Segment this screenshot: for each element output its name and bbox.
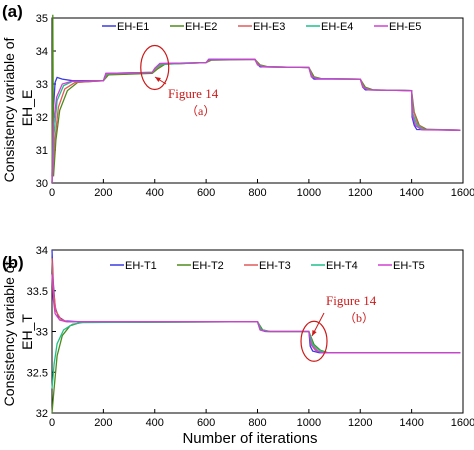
annotation-sublabel: （b） xyxy=(344,311,374,325)
panel-a-ylabel: Consistency variable of EH_E xyxy=(1,34,35,183)
annotation-arrow-head xyxy=(312,330,317,336)
legend-entry: EH-E1 xyxy=(117,21,149,33)
y-tick-label: 31 xyxy=(36,145,48,157)
legend-entry: EH-T4 xyxy=(326,260,358,272)
x-tick-label: 1600 xyxy=(451,187,474,199)
x-tick-label: 600 xyxy=(197,187,215,199)
legend-entry: EH-T2 xyxy=(192,260,224,272)
annotation-circle xyxy=(300,320,328,362)
panel-b: (b) Consistency variable of EH_T 0 200 400… xyxy=(1,245,474,429)
panel-b-plot-area xyxy=(51,249,464,414)
x-axis-label: Number of iterations xyxy=(182,430,317,447)
panel-a-series xyxy=(51,14,461,184)
y-tick-label: 32 xyxy=(36,408,48,420)
panel-a-axes: 0 200 400 600 800 1000 1200 1400 1600 30 31 32 33 34 3… xyxy=(36,13,474,199)
panel-b-annotation: Figure 14 （b） xyxy=(300,293,377,362)
legend-entry: EH-E5 xyxy=(389,21,421,33)
x-tick-label: 800 xyxy=(248,187,266,199)
x-tick-label: 1000 xyxy=(297,187,321,199)
panel-b-ylabel: Consistency variable of EH_T xyxy=(1,258,35,407)
series-line-eh-e5 xyxy=(51,58,461,184)
x-tick-label: 1000 xyxy=(297,417,321,429)
series-line-eh-e1 xyxy=(51,58,461,177)
y-tick-label: 33 xyxy=(36,79,48,91)
x-tick-label: 1400 xyxy=(399,417,423,429)
annotation-arrow-head xyxy=(155,77,161,82)
panel-a-label: (a) xyxy=(2,2,23,21)
x-tick-label: 1200 xyxy=(348,417,372,429)
legend-entry: EH-T1 xyxy=(125,260,157,272)
y-tick-label: 34 xyxy=(36,46,48,58)
annotation-label: Figure 14 xyxy=(168,86,219,101)
series-line-eh-t5 xyxy=(51,274,461,354)
x-tick-label: 200 xyxy=(94,417,112,429)
x-tick-label: 1200 xyxy=(348,187,372,199)
panel-b-series xyxy=(51,249,461,414)
panel-a: (a) Consistency variable of EH_E 0 200 400… xyxy=(1,2,474,199)
y-tick-label: 32 xyxy=(36,112,48,124)
annotation-sublabel: （a） xyxy=(186,104,215,118)
annotation-label: Figure 14 xyxy=(326,293,377,308)
x-tick-label: 400 xyxy=(146,417,164,429)
x-tick-label: 1400 xyxy=(399,187,423,199)
y-tick-label: 30 xyxy=(36,178,48,190)
x-tick-label: 1600 xyxy=(451,417,474,429)
annotation-circle xyxy=(140,44,170,91)
panel-a-annotation: Figure 14 （a） xyxy=(140,44,219,118)
panel-a-legend: EH-E1 EH-E2 EH-E3 EH-E4 EH-E5 xyxy=(102,21,421,33)
y-tick-label: 32.5 xyxy=(27,367,48,379)
x-tick-label: 200 xyxy=(94,187,112,199)
x-tick-label: 600 xyxy=(197,417,215,429)
panel-b-axes: 0 200 400 600 800 1000 1200 1400 1600 32 32.5 33 33.… xyxy=(27,245,474,429)
series-line-eh-e4 xyxy=(51,58,461,184)
legend-entry: EH-E3 xyxy=(253,21,285,33)
y-tick-label: 35 xyxy=(36,13,48,25)
legend-entry: EH-E2 xyxy=(185,21,217,33)
panel-b-legend: EH-T1 EH-T2 EH-T3 EH-T4 EH-T5 xyxy=(110,260,425,272)
series-line-eh-t4 xyxy=(51,321,461,389)
legend-entry: EH-T3 xyxy=(259,260,291,272)
x-tick-label: 800 xyxy=(248,417,266,429)
series-line-eh-t3 xyxy=(51,258,461,354)
y-tick-label: 34 xyxy=(36,245,48,257)
panel-a-plot-area xyxy=(51,17,464,184)
legend-entry: EH-T5 xyxy=(393,260,425,272)
panel-b-label: (b) xyxy=(2,253,24,272)
x-tick-label: 400 xyxy=(146,187,164,199)
series-line-eh-e3 xyxy=(51,58,461,184)
y-tick-label: 33 xyxy=(36,327,48,339)
x-tick-label: 0 xyxy=(49,417,55,429)
x-tick-label: 0 xyxy=(49,187,55,199)
legend-entry: EH-E4 xyxy=(321,21,353,33)
series-line-eh-t2 xyxy=(51,321,461,414)
series-line-eh-e2 xyxy=(51,14,461,184)
y-tick-label: 33.5 xyxy=(27,286,48,298)
